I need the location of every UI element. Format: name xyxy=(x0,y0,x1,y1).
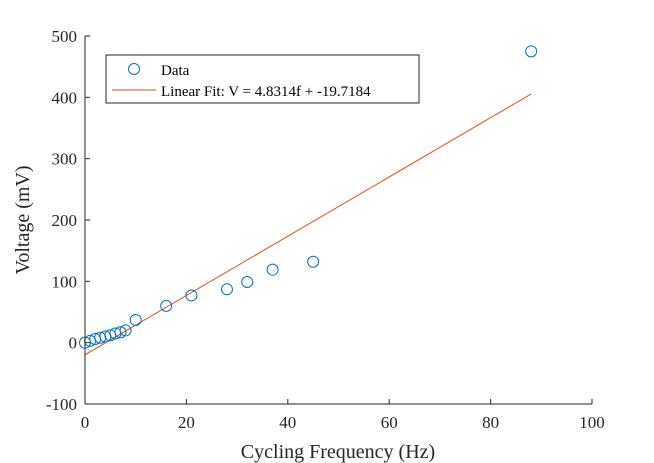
y-tick-label: 0 xyxy=(69,334,78,353)
y-tick-label: 200 xyxy=(52,211,78,230)
data-point xyxy=(129,313,142,326)
legend-label-fit: Linear Fit: V = 4.8314f + -19.7184 xyxy=(161,84,371,100)
data-point xyxy=(160,299,173,312)
legend-marker-data xyxy=(128,63,140,75)
data-point xyxy=(525,45,538,58)
y-tick-label: 100 xyxy=(52,272,78,291)
x-tick-label: 20 xyxy=(178,413,195,432)
linear-fit-line xyxy=(84,93,532,356)
x-tick-label: 0 xyxy=(81,413,90,432)
y-tick-label: 400 xyxy=(52,88,78,107)
data-point xyxy=(185,289,198,302)
legend: Data Linear Fit: V = 4.8314f + -19.7184 xyxy=(105,54,420,104)
x-tick-label: 40 xyxy=(279,413,296,432)
x-tick-label: 100 xyxy=(579,413,605,432)
data-point xyxy=(114,326,127,339)
data-point xyxy=(241,275,254,288)
x-tick-label: 60 xyxy=(381,413,398,432)
data-point xyxy=(119,324,132,337)
y-tick-label: 500 xyxy=(52,27,78,46)
x-axis-label: Cycling Frequency (Hz) xyxy=(241,441,435,463)
x-tick-label: 80 xyxy=(482,413,499,432)
y-axis-label: Voltage (mV) xyxy=(12,165,34,274)
y-tick-label: 300 xyxy=(52,150,78,169)
legend-label-data: Data xyxy=(161,63,190,79)
data-point xyxy=(220,283,233,296)
plot-content xyxy=(79,45,538,356)
legend-box xyxy=(105,54,420,104)
data-point xyxy=(266,263,279,276)
y-tick-label: -100 xyxy=(46,395,77,414)
data-point xyxy=(307,255,320,268)
